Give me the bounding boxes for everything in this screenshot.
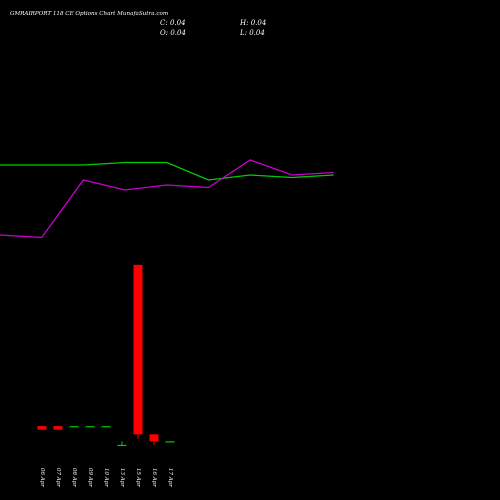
date-label: 15 Apr xyxy=(135,468,141,487)
date-label: 06 Apr xyxy=(39,468,45,487)
date-label: 10 Apr xyxy=(103,468,109,487)
date-label: 08 Apr xyxy=(71,468,77,487)
indicator-line xyxy=(0,159,334,239)
candle-body xyxy=(101,426,111,428)
indicator-lines xyxy=(0,159,334,239)
candle-body xyxy=(85,426,95,428)
date-label: 07 Apr xyxy=(55,468,61,487)
date-label: 13 Apr xyxy=(119,468,125,487)
indicator-line xyxy=(0,161,334,181)
open-value: O: 0.04 xyxy=(160,29,186,37)
date-label: 09 Apr xyxy=(87,468,93,487)
candle-body xyxy=(133,264,143,435)
candles xyxy=(37,264,175,447)
date-label: 16 Apr xyxy=(151,468,157,487)
date-label: 17 Apr xyxy=(167,468,173,487)
chart-title: GMRAIRPORT 118 CE Options Chart MunafaSu… xyxy=(10,11,169,17)
candle-body xyxy=(53,426,63,430)
close-value: C: 0.04 xyxy=(160,19,186,27)
high-value: H: 0.04 xyxy=(240,19,267,27)
candle-body xyxy=(149,434,159,442)
candle-body xyxy=(37,426,47,430)
low-value: L: 0.04 xyxy=(240,29,265,37)
candle-body xyxy=(69,426,79,428)
candle-body xyxy=(117,444,127,447)
candle-body xyxy=(165,441,175,443)
date-axis: 06 Apr 07 Apr 08 Apr 09 Apr 10 Apr 13 Apr 15 A… xyxy=(39,468,173,487)
